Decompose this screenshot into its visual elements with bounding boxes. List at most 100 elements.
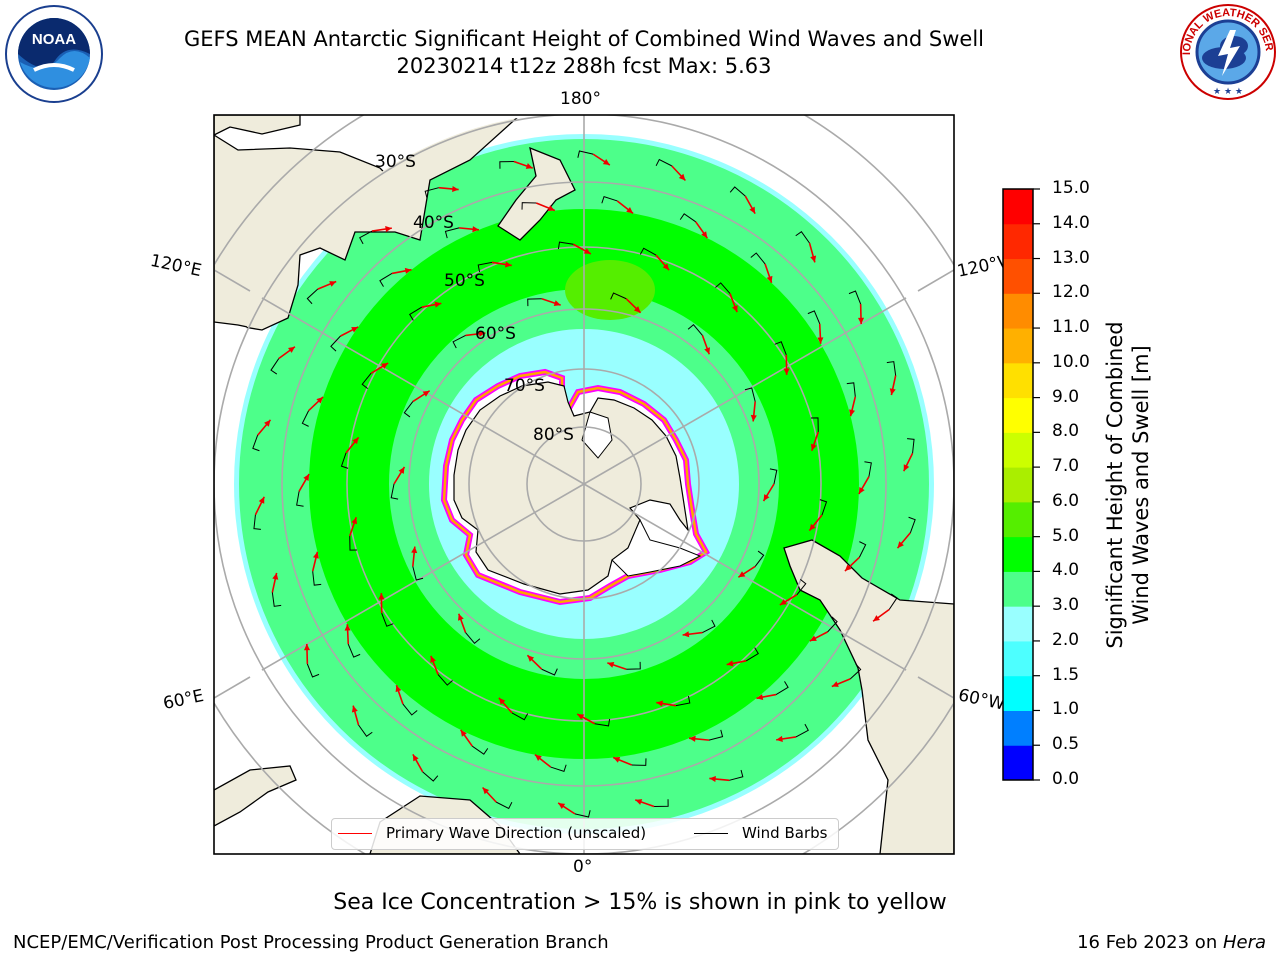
colorbar-cell <box>1003 571 1033 607</box>
wind-barb <box>708 729 724 741</box>
wind-barb <box>729 186 746 197</box>
wave-direction-arrowhead <box>482 787 490 795</box>
wave-direction-arrowhead <box>783 368 790 375</box>
wave-direction-arrowhead <box>709 775 716 783</box>
wave-direction-arrowhead <box>817 337 824 344</box>
wave-direction-arrowhead <box>412 754 419 762</box>
wind-barb <box>557 241 574 250</box>
noaa-logo: NOAA <box>5 5 103 103</box>
wind-barb <box>775 681 789 695</box>
antarctica <box>440 368 711 606</box>
wind-barb <box>754 550 765 567</box>
colorbar-tick-label: 1.5 <box>1052 664 1080 685</box>
wind-barb <box>340 452 349 469</box>
wave-direction-arrowhead <box>411 546 418 554</box>
wave-direction-arrowhead <box>553 300 561 307</box>
wave-direction-arrowhead <box>749 206 756 214</box>
wind-barb <box>381 612 394 627</box>
wave-direction-arrowhead <box>903 464 910 472</box>
wave-direction-arrowhead <box>352 437 359 445</box>
wave-direction-arrowhead <box>766 275 773 283</box>
lat-label-60s: 60°S <box>475 324 516 344</box>
wave-direction-arrowhead <box>732 305 738 313</box>
wave-direction-arrowhead <box>316 396 324 404</box>
colorbar-cell <box>1003 710 1033 746</box>
wind-barb <box>626 661 641 670</box>
wind-barb <box>437 674 453 686</box>
wind-barb <box>306 663 320 678</box>
wind-barb <box>296 491 304 507</box>
wave-direction-arrowhead <box>288 346 295 353</box>
wind-barb <box>654 799 669 807</box>
wave-direction-arrowhead <box>844 564 852 572</box>
wind-barb <box>594 718 611 727</box>
wave-direction-arrowhead <box>472 226 479 233</box>
wind-barb <box>361 373 372 390</box>
lat-label-40s: 40°S <box>413 213 454 233</box>
colorbar-cell <box>1003 293 1033 329</box>
wave-direction-arrowhead <box>889 388 896 396</box>
wave-direction-arrowhead <box>763 494 770 502</box>
credit-right: 16 Feb 2023 on Hera <box>1077 932 1266 953</box>
wind-barb <box>769 468 778 485</box>
legend-wave-direction-label: Primary Wave Direction (unscaled) <box>386 824 647 842</box>
lon-label-0: 0° <box>573 857 593 877</box>
wind-barb <box>349 536 358 551</box>
wave-direction-arrowhead <box>534 754 542 761</box>
graticule <box>214 115 954 854</box>
wind-barb <box>271 592 282 607</box>
wave-direction-arrowhead <box>458 613 464 621</box>
colorbar-cell <box>1003 640 1033 677</box>
wind-barb <box>888 593 898 610</box>
colorbar-tick-label: 2.0 <box>1052 629 1080 650</box>
wind-barb <box>403 401 414 418</box>
wind-barb <box>409 306 422 321</box>
colorbar-cell <box>1003 328 1033 364</box>
wave-direction-arrowhead <box>738 571 746 578</box>
wave-direction-arrowhead <box>776 735 783 742</box>
wind-barb <box>270 358 280 375</box>
wave-direction-arrowhead <box>701 231 708 239</box>
wave-direction-arrowhead <box>452 185 459 193</box>
colorbar-cell <box>1003 536 1033 572</box>
wave-direction-arrowhead <box>303 473 310 481</box>
wind-barb <box>746 647 759 662</box>
wave-direction-arrowhead <box>460 729 467 737</box>
wind-barb <box>675 695 691 707</box>
wind-barb <box>577 150 594 158</box>
wave-direction-arrowhead <box>831 681 839 687</box>
legend-black-line <box>694 832 728 834</box>
sea-ice-note: Sea Ice Concentration > 15% is shown in … <box>333 890 947 915</box>
wind-barb <box>729 769 744 781</box>
wind-barb <box>864 461 872 477</box>
wave-direction-arrowhead <box>505 261 512 268</box>
wind-barb <box>679 213 697 223</box>
wave-direction-arrowhead <box>897 541 904 549</box>
nws-logo: NATIONAL WEATHER SERVICE ★ ★ ★ <box>1178 2 1276 100</box>
wave-direction-arrowhead <box>378 593 385 600</box>
wind-barb <box>511 712 529 721</box>
colorbar-tick-label: 10.0 <box>1052 351 1090 372</box>
wave-direction-arrowhead <box>849 409 856 417</box>
colorbar-tick-label: 11.0 <box>1052 317 1090 338</box>
wind-barb <box>655 158 672 167</box>
wind-barb <box>379 273 393 287</box>
map-legend: Primary Wave Direction (unscaled) Wind B… <box>331 818 839 850</box>
colorbar-tick-label: 8.0 <box>1052 421 1080 442</box>
colorbar-title-line1: Significant Height of Combined <box>1103 321 1127 649</box>
wave-direction-arrowhead <box>527 655 535 662</box>
wind-barb <box>858 541 867 558</box>
wind-barb <box>687 324 703 336</box>
chart-subtitle: 20230214 t12z 288h fcst Max: 5.63 <box>396 54 772 78</box>
wind-barb <box>819 499 828 516</box>
chart-title: GEFS MEAN Antarctic Significant Height o… <box>183 27 985 51</box>
wind-barb <box>301 410 310 427</box>
wind-barb <box>750 252 766 265</box>
wind-barb <box>795 230 810 244</box>
wave-direction-arrowhead <box>857 317 865 325</box>
wave-direction-arrowhead <box>558 802 566 809</box>
wind-barb <box>424 187 439 199</box>
colorbar-title-line2: Wind Waves and Swell [m] <box>1129 345 1153 625</box>
wave-direction-arrowhead <box>756 694 764 701</box>
wind-barb <box>848 290 862 305</box>
